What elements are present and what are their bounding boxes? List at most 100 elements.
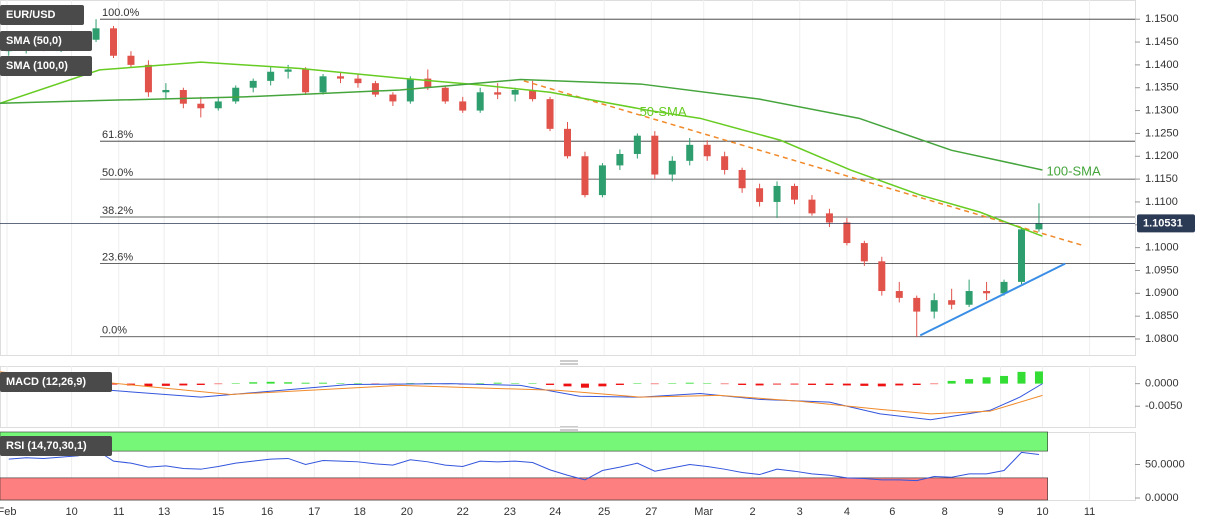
candle-body bbox=[651, 135, 659, 175]
trendline bbox=[523, 80, 1083, 247]
candle-body bbox=[354, 78, 362, 84]
x-tick-label: 3 bbox=[797, 506, 803, 518]
candle-body bbox=[703, 144, 711, 157]
candle-body bbox=[546, 99, 554, 129]
macd-bar bbox=[842, 383, 851, 386]
candle-body bbox=[913, 297, 921, 312]
y-tick-label: 1.0900 bbox=[1145, 287, 1179, 299]
macd-bar bbox=[877, 383, 886, 387]
sma-line bbox=[0, 61, 1043, 237]
legend-box bbox=[0, 372, 112, 392]
y-tick-label: 1.0850 bbox=[1145, 310, 1179, 322]
x-tick-label: 8 bbox=[942, 506, 948, 518]
x-tick-label: 20 bbox=[401, 506, 413, 518]
candle-body bbox=[197, 103, 205, 109]
candle-body bbox=[529, 90, 537, 100]
legend-box bbox=[0, 31, 92, 51]
candle-body bbox=[232, 87, 240, 102]
legend-box bbox=[0, 56, 92, 76]
candle-body bbox=[302, 69, 310, 93]
macd-bar bbox=[633, 383, 642, 384]
macd-bar bbox=[179, 383, 188, 386]
y-tick-label: 0.0000 bbox=[1145, 492, 1179, 504]
candle-body bbox=[144, 64, 152, 93]
y-tick-label: 1.1200 bbox=[1145, 150, 1179, 162]
x-tick-label: 10 bbox=[1036, 506, 1048, 518]
macd-bar bbox=[668, 383, 677, 384]
y-tick-label: -0.0050 bbox=[1145, 400, 1182, 412]
candle-body bbox=[319, 76, 327, 93]
macd-line bbox=[0, 382, 1043, 421]
candle-body bbox=[476, 92, 484, 111]
candle-body bbox=[179, 90, 187, 104]
y-tick-label: 1.1450 bbox=[1145, 36, 1179, 48]
candle-body bbox=[825, 213, 833, 223]
x-tick-label: 11 bbox=[113, 506, 124, 518]
macd-bar bbox=[1000, 375, 1009, 384]
macd-bar bbox=[266, 381, 275, 384]
candle-body bbox=[564, 128, 571, 157]
macd-bar bbox=[1017, 371, 1026, 384]
macd-bar bbox=[720, 383, 729, 385]
macd-bar bbox=[755, 383, 764, 386]
overbought-band bbox=[0, 431, 1048, 452]
macd-bar bbox=[790, 383, 799, 385]
legend-text: EUR/USD bbox=[6, 9, 56, 21]
macd-bar bbox=[947, 380, 956, 384]
candle-body bbox=[389, 94, 397, 102]
macd-bar bbox=[161, 383, 170, 386]
macd-bar bbox=[319, 382, 328, 384]
last-price-label: 1.10531 bbox=[1143, 217, 1183, 229]
macd-bar bbox=[301, 382, 310, 384]
legend-box bbox=[0, 5, 84, 25]
candle-body bbox=[616, 153, 624, 166]
macd-bar bbox=[109, 383, 118, 385]
legend-text: RSI (14,70,30,1) bbox=[6, 440, 87, 452]
y-tick-label: 0.0000 bbox=[1145, 378, 1179, 390]
candle-body bbox=[284, 69, 292, 72]
y-tick-label: 1.1000 bbox=[1145, 242, 1179, 254]
macd-bar bbox=[214, 383, 223, 385]
x-tick-label: 6 bbox=[889, 506, 895, 518]
candle-body bbox=[581, 156, 589, 196]
candle-body bbox=[424, 78, 432, 88]
macd-bar bbox=[615, 383, 624, 385]
x-tick-label: 15 bbox=[212, 506, 224, 518]
candle-body bbox=[791, 185, 798, 200]
x-tick-label: 23 bbox=[504, 506, 516, 518]
candle-body bbox=[965, 291, 973, 305]
macd-bar bbox=[807, 383, 816, 385]
fib-label: 100.0% bbox=[102, 7, 140, 19]
candle-body bbox=[371, 83, 379, 95]
oversold-band bbox=[0, 477, 1048, 501]
y-tick-label: 1.0950 bbox=[1145, 264, 1179, 276]
y-tick-label: 1.1300 bbox=[1145, 104, 1179, 116]
candle-body bbox=[1000, 281, 1008, 294]
candle-body bbox=[162, 90, 170, 93]
legend-box bbox=[0, 436, 112, 456]
x-tick-label: 22 bbox=[457, 506, 469, 518]
macd-bar bbox=[493, 382, 502, 384]
x-tick-label: 17 bbox=[308, 506, 320, 518]
x-tick-label: Mar bbox=[694, 506, 713, 518]
y-tick-label: 1.0800 bbox=[1145, 333, 1179, 345]
macd-bar bbox=[336, 383, 345, 384]
candle-body bbox=[92, 28, 100, 40]
candle-body bbox=[494, 92, 502, 95]
x-tick-label: 25 bbox=[598, 506, 610, 518]
fib-label: 50.0% bbox=[102, 167, 133, 179]
x-tick-label: 16 bbox=[261, 506, 273, 518]
last-price-box bbox=[1137, 214, 1195, 233]
macd-bar bbox=[738, 383, 747, 385]
candle-body bbox=[878, 261, 886, 292]
panel-frame bbox=[0, 366, 1136, 428]
macd-bar bbox=[284, 382, 293, 384]
fib-label: 61.8% bbox=[102, 129, 133, 141]
candle-body bbox=[756, 188, 764, 202]
x-tick-label: 4 bbox=[844, 506, 850, 518]
macd-bar bbox=[685, 382, 694, 384]
candle-body bbox=[668, 160, 676, 175]
macd-bar bbox=[912, 383, 921, 385]
macd-bar bbox=[860, 383, 869, 386]
